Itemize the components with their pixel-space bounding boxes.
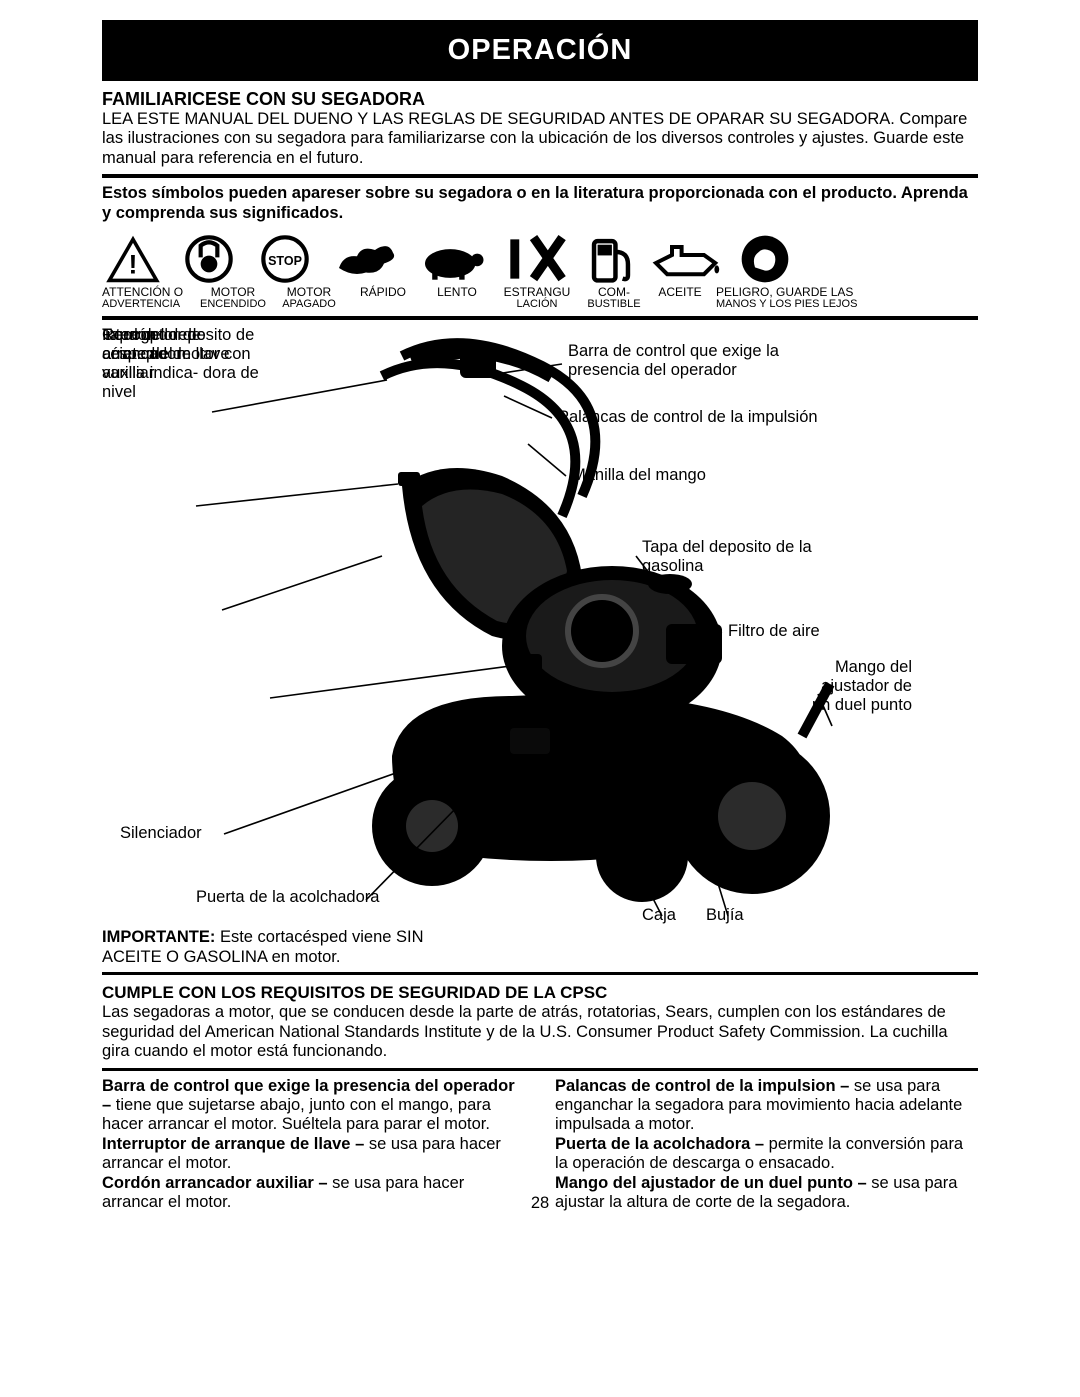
callout-housing: Caja	[642, 906, 676, 925]
symbols-note: Estos símbolos pueden apareser sobre su …	[102, 184, 978, 224]
caption: MOTOR	[198, 286, 268, 299]
callout-handle-knob: Manilla del mango	[572, 466, 706, 485]
caption: BUSTIBLE	[584, 299, 644, 311]
caption: APAGADO	[276, 299, 342, 311]
divider	[102, 174, 978, 178]
slow-turtle-icon	[416, 234, 488, 284]
cpsc-heading: CUMPLE CON LOS REQUISITOS DE SEGURIDAD D…	[102, 983, 978, 1003]
caption: ESTRANGU	[498, 286, 576, 299]
fuel-pump-icon	[588, 234, 634, 284]
engine-on-icon	[178, 234, 240, 284]
caption: ADVERTENCIA	[102, 299, 190, 311]
callout-height-adjuster: Mango del ajustador de un duel punto	[802, 658, 912, 715]
page-number: 28	[531, 1194, 549, 1213]
caption: COM-	[584, 286, 644, 299]
term: Puerta de la acolchadora –	[555, 1135, 764, 1153]
engine-off-icon: STOP	[254, 234, 316, 284]
symbol-row: ! STOP	[102, 230, 978, 286]
callout-drive-levers: Palancas de control de la impulsión	[558, 408, 818, 427]
page-banner: OPERACIÓN	[102, 20, 978, 81]
callout-air-filter: Filtro de aire	[728, 622, 820, 641]
important-note: IMPORTANTE: Este cortacésped viene SIN A…	[102, 928, 462, 968]
divider	[102, 316, 978, 320]
warning-triangle-icon: !	[102, 234, 164, 284]
symbol-captions: ATTENCIÓN O ADVERTENCIA MOTOR ENCENDIDO …	[102, 286, 978, 310]
caption: ATTENCIÓN O	[102, 286, 190, 299]
callout-oil-cap: Tapa del deposito de aciete del motor co…	[102, 326, 278, 402]
caption: PELIGRO, GUARDE LAS	[716, 286, 876, 299]
term: Cordón arrancador auxiliar –	[102, 1174, 328, 1192]
caption: ACEITE	[652, 286, 708, 310]
caption: ENCENDIDO	[198, 299, 268, 311]
intro-text: LEA ESTE MANUAL DEL DUENO Y LAS REGLAS D…	[102, 110, 978, 168]
cpsc-text: Las segadoras a motor, que se conducen d…	[102, 1003, 978, 1061]
caption: RÁPIDO	[350, 286, 416, 310]
caption: LENTO	[424, 286, 490, 310]
fast-rabbit-icon	[330, 234, 402, 284]
oil-can-icon	[648, 234, 720, 284]
callout-mulch-door: Puerta de la acolchadora	[196, 888, 379, 907]
hand-blade-danger-icon	[734, 234, 796, 284]
svg-text:STOP: STOP	[268, 254, 302, 268]
mower-diagram: Interruptor de arranque de llave Cordón …	[102, 326, 978, 966]
definitions-right: Palancas de control de la impulsion – se…	[555, 1077, 978, 1213]
section-heading: FAMILIARICESE CON SU SEGADORA	[102, 89, 978, 110]
caption: MANOS Y LOS PIES LEJOS	[716, 299, 876, 311]
divider	[102, 1068, 978, 1071]
caption: LACIÓN	[498, 299, 576, 311]
caption: MOTOR	[276, 286, 342, 299]
callout-muffler: Silenciador	[120, 824, 202, 843]
term: Palancas de control de la impulsion –	[555, 1077, 849, 1095]
svg-text:!: !	[129, 249, 138, 279]
term: Mango del ajustador de un duel punto –	[555, 1174, 867, 1192]
divider	[102, 972, 978, 975]
important-label: IMPORTANTE:	[102, 928, 215, 946]
term: Interruptor de arranque de llave –	[102, 1135, 364, 1153]
choke-icon	[502, 234, 574, 284]
callout-sparkplug: Bujía	[706, 906, 744, 925]
definitions-left: Barra de control que exige la presencia …	[102, 1077, 525, 1213]
definition: tiene que sujetarse abajo, junto con el …	[102, 1096, 491, 1133]
callout-operator-bar: Barra de control que exige la presencia …	[568, 342, 828, 380]
definitions-columns: Barra de control que exige la presencia …	[102, 1077, 978, 1213]
callout-fuel-cap: Tapa del deposito de la gasolina	[642, 538, 812, 576]
